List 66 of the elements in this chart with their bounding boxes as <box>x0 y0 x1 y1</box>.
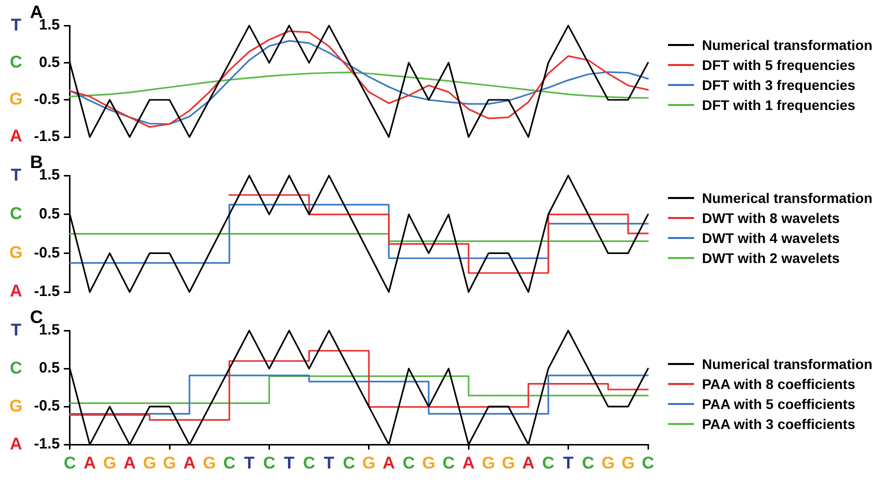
x-tick-label: C <box>302 453 316 472</box>
legend-label: DWT with 2 wavelets <box>702 250 840 266</box>
text: C <box>10 358 22 378</box>
x-tick-label: A <box>522 453 535 472</box>
text: A <box>10 434 22 454</box>
x-tick-label: A <box>382 453 395 472</box>
x-tick-label: C <box>223 453 236 472</box>
x-tick-label: T <box>324 453 335 472</box>
x-tick-label: A <box>84 453 96 472</box>
y-tick-label: -0.5 <box>34 398 60 415</box>
x-tick-label: G <box>162 453 176 472</box>
text: T <box>10 15 22 34</box>
x-tick-label: G <box>103 453 116 472</box>
x-tick-label: C <box>442 453 455 472</box>
x-tick-label: C <box>642 453 654 472</box>
x-tick-label: T <box>284 453 295 472</box>
x-tick-label: T <box>563 453 574 472</box>
x-tick-label: C <box>402 453 415 472</box>
x-tick-label: G <box>621 453 635 472</box>
y-tick-label: -1.5 <box>34 436 60 453</box>
y-tick-label: 0.5 <box>38 206 60 223</box>
legend-label: Numerical transformation <box>702 356 872 372</box>
y-tick-label: -1.5 <box>34 283 60 300</box>
x-tick-label: G <box>502 453 516 472</box>
legend-label: PAA with 3 coefficients <box>702 416 856 432</box>
legend-label: Numerical transformation <box>702 37 872 53</box>
text: A <box>10 126 22 146</box>
text: T <box>10 320 22 340</box>
legend-label: DWT with 4 wavelets <box>702 230 840 246</box>
legend-label: Numerical transformation <box>702 190 872 206</box>
text: T <box>10 165 22 184</box>
x-tick-label: G <box>482 453 496 472</box>
legend-label: PAA with 5 coefficients <box>702 396 856 412</box>
x-tick-label: G <box>362 453 376 472</box>
y-tick-label: 0.5 <box>38 360 60 377</box>
y-tick-label: 0.5 <box>38 54 60 71</box>
legend-label: PAA with 8 coefficients <box>702 376 856 392</box>
x-tick-label: C <box>342 453 356 472</box>
legend-label: DWT with 8 wavelets <box>702 210 840 226</box>
text: G <box>9 242 23 262</box>
y-tick-label: 1.5 <box>38 322 60 339</box>
legend-label: DFT with 1 frequencies <box>702 97 856 113</box>
text: C <box>10 52 22 72</box>
x-tick-label: G <box>202 453 216 472</box>
legend-label: DFT with 3 frequencies <box>702 77 856 93</box>
text: A <box>10 282 22 301</box>
x-tick-label: C <box>64 453 76 472</box>
y-tick-label: -0.5 <box>34 91 60 108</box>
x-tick-label: C <box>542 453 554 472</box>
x-tick-label: G <box>602 453 615 472</box>
x-tick-label: G <box>142 453 156 472</box>
x-tick-label: C <box>263 453 276 472</box>
x-tick-label: C <box>582 453 594 472</box>
y-tick-label: 1.5 <box>38 16 60 34</box>
x-tick-label: A <box>124 453 136 472</box>
x-tick-label: T <box>244 453 256 472</box>
text: G <box>9 396 23 416</box>
y-tick-label: 1.5 <box>38 166 60 184</box>
x-tick-label: G <box>422 453 436 472</box>
legend-label: DFT with 5 frequencies <box>702 57 856 73</box>
x-tick-label: A <box>462 453 475 472</box>
y-tick-label: -1.5 <box>34 128 60 146</box>
text: C <box>10 204 22 224</box>
y-tick-label: -0.5 <box>34 244 60 262</box>
text: G <box>9 90 23 109</box>
x-tick-label: A <box>183 453 196 472</box>
